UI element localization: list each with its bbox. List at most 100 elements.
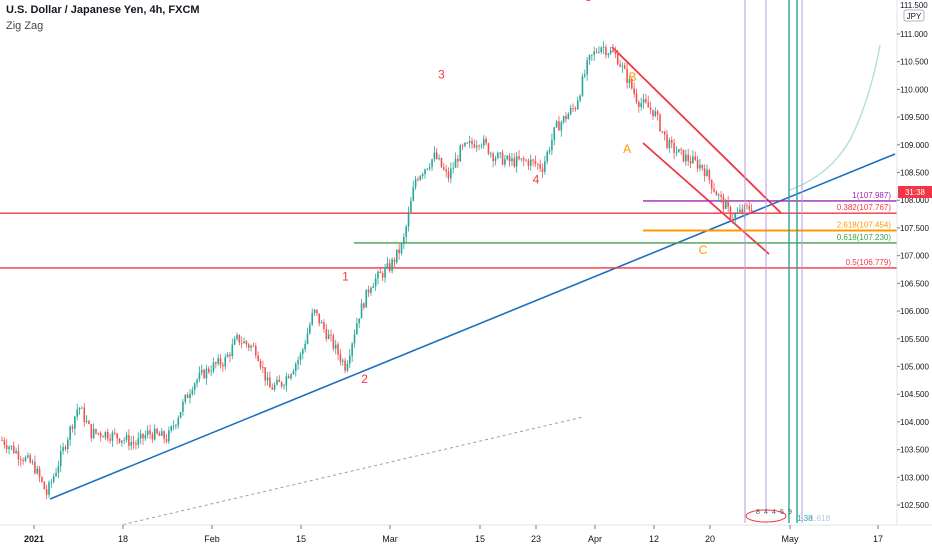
candle-body-114 — [269, 377, 271, 388]
candle-body-317 — [746, 205, 748, 207]
candle-body-276 — [649, 107, 652, 110]
candle-body-267 — [628, 79, 631, 84]
candle-body-185 — [435, 152, 438, 159]
candle-body-278 — [654, 111, 657, 117]
candle-body-262 — [616, 53, 619, 65]
candle-body-187 — [440, 157, 443, 168]
candle-body-243 — [572, 108, 574, 109]
candle-body-87 — [205, 368, 208, 379]
candle-body-5 — [12, 445, 15, 453]
y-tick-label-17: 111.000 — [900, 30, 928, 39]
candle-body-164 — [386, 263, 389, 268]
y-tick-label-15: 110.000 — [900, 85, 929, 94]
candle-body-65 — [153, 428, 156, 440]
currency-badge-label: JPY — [907, 12, 922, 21]
candle-body-42 — [99, 433, 102, 437]
candle-body-34 — [81, 407, 83, 409]
candle-body-45 — [106, 431, 109, 439]
candle-body-179 — [421, 174, 424, 176]
candle-body-19 — [45, 489, 48, 495]
candle-body-107 — [252, 345, 255, 347]
candle-body-49 — [116, 433, 118, 439]
wave-label-1: 1 — [342, 270, 349, 284]
x-tick-label-2: Feb — [204, 534, 220, 544]
candle-body-150 — [353, 334, 356, 344]
candle-body-208 — [490, 153, 492, 155]
candle-body-53 — [125, 435, 128, 440]
candle-body-58 — [137, 438, 140, 445]
candle-body-59 — [139, 433, 142, 439]
fib-level-label-2: 2.618(107.454) — [837, 220, 892, 229]
candle-body-62 — [146, 430, 149, 435]
candle-body-96 — [226, 354, 229, 358]
candle-body-218 — [513, 158, 516, 167]
candle-body-286 — [673, 142, 675, 153]
candle-body-44 — [104, 431, 107, 438]
candle-body-225 — [529, 159, 532, 166]
candle-body-94 — [222, 364, 224, 367]
y-tick-label-9: 107.000 — [900, 252, 929, 261]
candle-body-220 — [518, 156, 520, 160]
candle-body-6 — [15, 450, 17, 453]
y-tick-label-11: 108.000 — [900, 196, 929, 205]
candle-body-233 — [548, 150, 551, 152]
candle-body-2 — [5, 445, 8, 450]
candle-body-234 — [551, 139, 553, 151]
candle-body-180 — [424, 169, 426, 175]
candle-body-153 — [360, 303, 363, 319]
candle-body-15 — [36, 468, 39, 474]
candle-body-0 — [1, 440, 3, 441]
candle-body-254 — [598, 51, 600, 53]
candle-body-186 — [438, 157, 440, 159]
candle-body-165 — [388, 263, 391, 271]
candle-body-11 — [27, 455, 29, 458]
candle-body-55 — [130, 442, 133, 446]
candle-body-31 — [74, 416, 76, 429]
candle-body-21 — [50, 481, 53, 483]
candle-body-51 — [121, 440, 123, 443]
candle-body-110 — [259, 360, 262, 368]
candle-body-80 — [189, 394, 191, 398]
candle-body-168 — [396, 249, 398, 263]
candle-body-35 — [83, 407, 86, 423]
candle-body-117 — [276, 379, 278, 385]
indicator-name[interactable]: Zig Zag — [6, 20, 44, 32]
candle-body-32 — [76, 409, 78, 417]
candle-body-109 — [257, 355, 259, 361]
candle-body-105 — [247, 344, 250, 348]
candle-body-196 — [461, 145, 464, 147]
candle-body-86 — [203, 369, 205, 379]
candle-body-17 — [41, 477, 43, 482]
candle-body-265 — [623, 65, 626, 69]
candle-body-263 — [619, 64, 621, 67]
candle-body-214 — [504, 159, 506, 165]
candle-body-194 — [457, 158, 459, 162]
wave-label-3: 3 — [438, 67, 445, 81]
candle-body-99 — [233, 339, 236, 345]
cycle-marker — [745, 509, 787, 523]
candle-body-319 — [750, 209, 753, 212]
y-tick-label-6: 105.500 — [900, 335, 929, 344]
candle-body-181 — [426, 168, 429, 170]
candle-body-241 — [567, 114, 570, 120]
candle-body-288 — [678, 149, 680, 153]
candle-body-126 — [297, 360, 299, 365]
wave-label-5: 5 — [585, 0, 592, 4]
candle-body-283 — [666, 134, 668, 149]
candle-body-182 — [428, 166, 431, 169]
candle-body-148 — [349, 355, 351, 364]
candle-body-115 — [271, 387, 274, 390]
candle-body-90 — [212, 362, 215, 372]
candle-body-224 — [527, 160, 530, 166]
candle-body-295 — [694, 156, 697, 160]
candle-body-143 — [337, 344, 339, 355]
candle-body-43 — [102, 436, 104, 438]
candle-body-161 — [379, 271, 382, 274]
candle-body-64 — [151, 434, 154, 440]
price-axis-bg — [897, 0, 932, 525]
candle-body-27 — [64, 446, 67, 449]
y-tick-label-14: 109.500 — [900, 113, 929, 122]
candle-body-172 — [405, 226, 407, 237]
